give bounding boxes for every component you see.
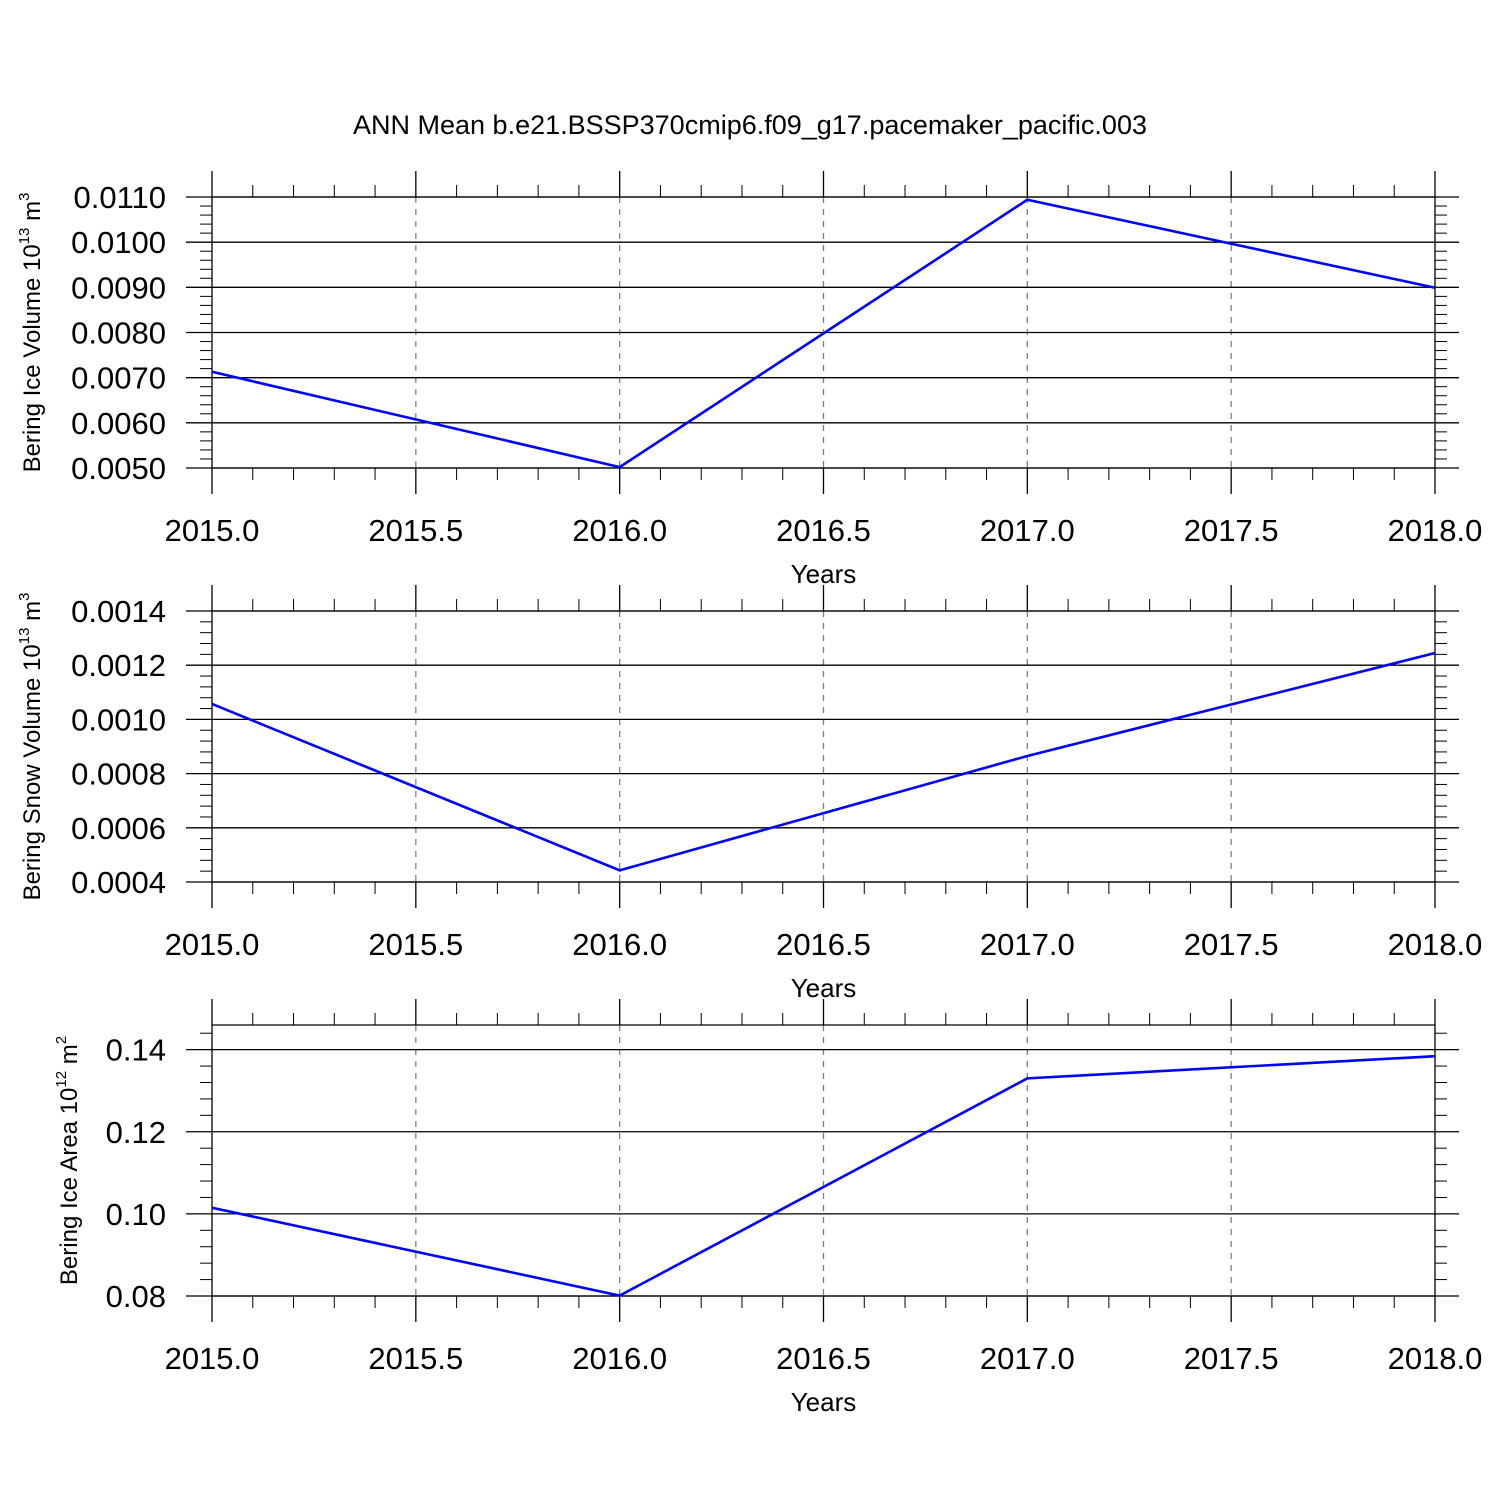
y-tick-label: 0.0050 <box>71 451 166 486</box>
x-axis-label: Years <box>791 1387 857 1417</box>
x-tick-label: 2017.5 <box>1184 1341 1279 1376</box>
x-tick-label: 2016.5 <box>776 927 871 962</box>
y-axis-label-exponent: 12 <box>53 1071 70 1088</box>
y-axis-label-unit-exponent: 2 <box>53 1036 70 1044</box>
y-axis-label-exponent: 13 <box>16 228 33 245</box>
x-tick-label: 2015.0 <box>165 1341 260 1376</box>
y-tick-label: 0.0070 <box>71 361 166 396</box>
y-axis-label-unit: m <box>19 601 46 628</box>
y-tick-label: 0.0010 <box>71 702 166 737</box>
x-tick-label: 2015.0 <box>165 513 260 548</box>
x-tick-label: 2017.0 <box>980 513 1075 548</box>
series-line <box>211 1054 1436 1297</box>
x-tick-label: 2018.0 <box>1388 1341 1483 1376</box>
y-tick-label: 0.0090 <box>71 270 166 305</box>
x-tick-label: 2015.5 <box>368 927 463 962</box>
y-axis-label-text: Bering Ice Volume 10 <box>19 244 46 472</box>
x-tick-label: 2017.5 <box>1184 927 1279 962</box>
x-tick-label: 2016.0 <box>572 1341 667 1376</box>
series-line <box>211 198 1436 469</box>
y-tick-label: 0.0110 <box>73 180 166 215</box>
y-axis-label-unit-exponent: 3 <box>16 193 33 201</box>
y-axis-label-unit: m <box>56 1044 83 1071</box>
series-line <box>211 651 1436 872</box>
y-axis-label: Bering Ice Volume 1013 m3 <box>16 193 46 473</box>
x-tick-label: 2015.0 <box>165 927 260 962</box>
y-tick-label: 0.0014 <box>71 594 166 629</box>
panel-2: 2015.0 2015.5 2016.0 2016.5 2017.0 2017.5 2018… <box>16 585 1482 1003</box>
x-axis-label: Years <box>791 559 857 589</box>
y-axis-label-unit: m <box>19 201 46 228</box>
chart-title: ANN Mean b.e21.BSSP370cmip6.f09_g17.pace… <box>353 110 1147 140</box>
y-tick-label: 0.10 <box>106 1197 166 1232</box>
y-axis-label-exponent: 13 <box>16 628 33 645</box>
x-tick-label: 2017.0 <box>980 1341 1075 1376</box>
x-tick-label: 2016.0 <box>572 927 667 962</box>
y-tick-label: 0.08 <box>106 1279 166 1314</box>
y-tick-label: 0.0080 <box>71 316 166 351</box>
panels: 2015.0 2015.5 2016.0 2016.5 2017.0 2017.5 2018… <box>16 171 1482 1417</box>
y-tick-label: 0.14 <box>106 1033 166 1068</box>
x-tick-label: 2016.5 <box>776 513 871 548</box>
y-axis-label: Bering Snow Volume 1013 m3 <box>16 593 46 901</box>
x-axis-label: Years <box>791 973 857 1003</box>
x-tick-label: 2017.5 <box>1184 513 1279 548</box>
y-tick-label: 0.12 <box>106 1115 166 1150</box>
y-tick-label: 0.0006 <box>71 811 166 846</box>
y-tick-label: 0.0008 <box>71 757 166 792</box>
x-tick-label: 2018.0 <box>1388 513 1483 548</box>
panel-1: 2015.0 2015.5 2016.0 2016.5 2017.0 2017.5 2018… <box>16 171 1482 589</box>
x-tick-label: 2018.0 <box>1388 927 1483 962</box>
y-tick-label: 0.0004 <box>71 865 166 900</box>
y-axis-label-text: Bering Snow Volume 10 <box>19 644 46 900</box>
y-tick-label: 0.0060 <box>71 406 166 441</box>
y-axis-label-unit-exponent: 3 <box>16 593 33 601</box>
y-tick-label: 0.0012 <box>71 648 166 683</box>
y-axis-label-text: Bering Ice Area 10 <box>56 1088 83 1285</box>
x-tick-label: 2017.0 <box>980 927 1075 962</box>
x-tick-label: 2015.5 <box>368 513 463 548</box>
x-tick-label: 2016.5 <box>776 1341 871 1376</box>
panel-3: 2015.0 2015.5 2016.0 2016.5 2017.0 2017.5 2018… <box>53 999 1482 1417</box>
y-axis-label: Bering Ice Area 1012 m2 <box>53 1036 83 1285</box>
x-tick-label: 2015.5 <box>368 1341 463 1376</box>
y-tick-label: 0.0100 <box>71 225 166 260</box>
x-tick-label: 2016.0 <box>572 513 667 548</box>
